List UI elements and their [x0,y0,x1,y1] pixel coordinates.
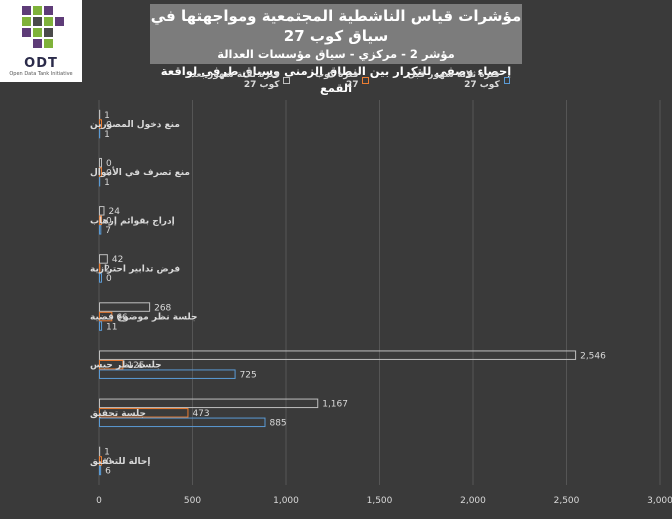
category-label: منع تصرف في الأموال [90,166,190,178]
legend-swatch [362,76,369,84]
legend-swatch [503,76,510,84]
data-label: 42 [112,255,123,265]
data-label: 66 [116,313,128,323]
bar [99,311,113,322]
bar [99,167,102,177]
category-label: جلسة تحقيق [90,409,146,419]
data-label: 2,546 [580,351,606,361]
category-label: إحالة للتحقيق [90,457,150,467]
data-label: 0 [106,168,112,178]
data-label: 1 [104,130,110,140]
bar [99,359,124,370]
logo-text: ODT [24,56,58,71]
legend-item: فترة كوب 27 [308,70,369,90]
x-tick-label: 1,500 [367,496,393,506]
bar [99,321,103,331]
x-tick-label: 1,000 [273,496,299,506]
bar [99,398,319,409]
odt-logo: ODT Open Data Tank Initiative [0,0,82,82]
bar [99,206,105,216]
legend-item: فترة ثلاثة شهور قبل كوب 27 [387,70,510,90]
data-label: 11 [106,322,117,332]
chart-legend: فترة ثلاثة شهور قبل كوب 27 فترة كوب 27 فتر… [170,70,510,90]
x-tick-label: 500 [184,496,201,506]
bar [99,225,102,235]
title-box: مؤشرات قياس الناشطية المجتمعية ومواجهتها… [150,4,522,95]
chart-subtitle-2: إحصاء وصفي للتكرار بين النطاق الزمني وسي… [160,64,512,95]
data-label: 268 [154,303,171,313]
bar [99,465,102,476]
legend-label: فترة ثلاثة شهور قبل كوب 27 [407,70,500,90]
data-label: 0 [106,120,112,130]
data-label: 473 [192,409,209,419]
data-label: 0 [106,457,112,467]
chart-title: مؤشرات قياس الناشطية المجتمعية ومواجهتها… [150,7,522,45]
data-label: 1 [104,111,110,121]
data-label: 1 [104,178,110,188]
bar [99,456,102,466]
data-label: 24 [108,207,120,217]
data-label: 125 [127,361,144,371]
x-tick-label: 2,000 [460,496,486,506]
bar [99,302,151,312]
bar [99,408,189,418]
bar [99,273,102,283]
logo-mark-icon [22,6,64,48]
bar [99,157,102,168]
bar [99,215,102,226]
legend-item: فترة ثلاثة شهور بعد كوب 27 [170,70,290,90]
bar [99,369,236,379]
data-label: 0 [106,274,112,284]
chart-subtitle-1: مؤشر 2 - مركزي - سياق مؤسسات العدالة [217,47,455,61]
category-label: جلسة نظر موضوع قضية [90,313,198,323]
data-label: 6 [105,467,111,477]
data-label: 0 [106,217,112,227]
bar [99,254,108,264]
legend-label: فترة ثلاثة شهور بعد كوب 27 [191,70,280,90]
bar [99,417,266,428]
legend-swatch [283,76,290,84]
data-label: 885 [269,419,286,429]
legend-label: فترة كوب 27 [314,70,359,90]
data-label: 1 [104,448,110,458]
x-tick-label: 2,500 [554,496,580,506]
data-label: 7 [105,226,111,236]
data-label: 2 [104,265,110,275]
category-label: فرض تدابير احترازية [90,264,180,274]
category-label: إدراج بقوائم إرهاب [90,216,175,226]
bar [99,350,577,360]
x-tick-label: 0 [96,496,102,506]
data-label: 725 [240,370,257,380]
logo-subtext: Open Data Tank Initiative [9,71,73,77]
category-label: منع دخول المصورين [90,120,180,130]
data-label: 1,167 [322,400,348,410]
category-label: جلسة نظر حبس [90,361,162,371]
data-label: 0 [106,159,112,169]
bar [99,119,102,129]
x-tick-label: 3,000 [647,496,672,506]
